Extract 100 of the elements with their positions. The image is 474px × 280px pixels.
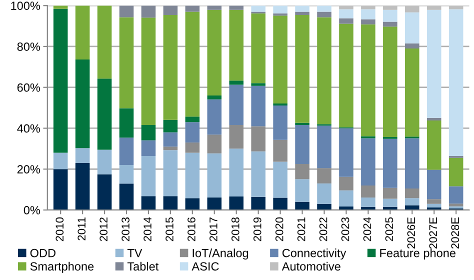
bar bbox=[317, 12, 332, 18]
bar bbox=[426, 204, 442, 208]
legend-label: ODD bbox=[30, 248, 56, 258]
bar bbox=[361, 6, 376, 10]
bar bbox=[229, 84, 244, 125]
x-tick-label: 2010 bbox=[56, 217, 64, 242]
bar bbox=[426, 120, 442, 170]
bar bbox=[339, 176, 354, 190]
bar bbox=[53, 152, 68, 170]
bar bbox=[295, 12, 310, 15]
bar bbox=[339, 128, 354, 177]
bar bbox=[448, 204, 464, 206]
bar bbox=[448, 6, 464, 10]
bar bbox=[53, 8, 68, 153]
bar bbox=[163, 150, 178, 196]
bar bbox=[207, 134, 222, 154]
bar bbox=[119, 108, 134, 138]
bar bbox=[383, 198, 398, 207]
bar bbox=[185, 116, 200, 122]
bar bbox=[75, 6, 90, 60]
x-tick-label: 2026E bbox=[407, 217, 416, 249]
legend-label: Smartphone bbox=[30, 262, 94, 273]
bar bbox=[141, 18, 156, 125]
bar bbox=[207, 10, 222, 96]
y-tick-label: 40% bbox=[17, 124, 40, 133]
bar bbox=[163, 196, 178, 210]
bar bbox=[317, 168, 332, 184]
bar bbox=[141, 6, 156, 18]
bar bbox=[207, 6, 222, 10]
x-tick-label: 2014 bbox=[144, 217, 152, 242]
bar bbox=[207, 153, 222, 198]
x-tick-label: 2022 bbox=[319, 218, 328, 242]
bar bbox=[361, 24, 376, 136]
bar bbox=[141, 140, 156, 156]
bar bbox=[251, 151, 266, 197]
bar bbox=[383, 138, 398, 188]
bar bbox=[339, 24, 354, 128]
x-tick-label: 2017 bbox=[210, 218, 218, 242]
x-tick-label: 2021 bbox=[297, 217, 306, 242]
bar bbox=[339, 6, 354, 10]
bar bbox=[229, 80, 244, 85]
bar bbox=[185, 198, 200, 210]
x-tick-label: 2023 bbox=[341, 217, 350, 242]
bar bbox=[273, 140, 288, 162]
bar bbox=[448, 158, 464, 186]
bar bbox=[361, 138, 376, 186]
bar bbox=[361, 198, 376, 207]
bar bbox=[119, 165, 134, 184]
bar bbox=[448, 9, 464, 156]
x-tick-label: 2027E bbox=[429, 217, 438, 249]
bar bbox=[339, 9, 354, 18]
x-tick-label: 2024 bbox=[363, 217, 372, 242]
y-tick-label: 80% bbox=[17, 42, 40, 51]
y-tick-label: 60% bbox=[17, 83, 40, 92]
bar bbox=[383, 6, 398, 10]
bar bbox=[273, 162, 288, 198]
bar bbox=[97, 6, 112, 79]
bar bbox=[404, 138, 420, 189]
bar bbox=[97, 78, 112, 150]
bar bbox=[361, 19, 376, 24]
bar bbox=[119, 6, 134, 18]
bar bbox=[53, 169, 68, 210]
x-tick-label: 2016 bbox=[188, 217, 196, 242]
legend-label: Tablet bbox=[127, 262, 159, 271]
bar bbox=[229, 6, 244, 10]
bar bbox=[97, 174, 112, 210]
bar bbox=[53, 6, 68, 9]
x-tick-label: 2028E bbox=[451, 217, 460, 249]
bar bbox=[404, 198, 420, 206]
y-tick-label: 0% bbox=[24, 206, 40, 214]
x-tick-label: 2012 bbox=[100, 218, 108, 242]
bar bbox=[404, 6, 420, 12]
bar bbox=[119, 138, 134, 166]
bar bbox=[426, 170, 442, 200]
bar bbox=[251, 86, 266, 126]
bar bbox=[383, 22, 398, 27]
bar bbox=[185, 122, 200, 143]
x-tick-label: 2025 bbox=[385, 217, 394, 242]
bar bbox=[251, 6, 266, 12]
bar bbox=[383, 10, 398, 22]
bar bbox=[404, 43, 420, 49]
bar bbox=[317, 183, 332, 204]
bar bbox=[163, 120, 178, 132]
bar bbox=[163, 15, 178, 120]
bar bbox=[141, 156, 156, 196]
bar bbox=[229, 196, 244, 210]
bar bbox=[119, 184, 134, 210]
bar bbox=[75, 148, 90, 163]
bar bbox=[383, 188, 398, 199]
bar bbox=[273, 13, 288, 16]
bar bbox=[295, 164, 310, 180]
bar bbox=[339, 190, 354, 207]
bar bbox=[273, 16, 288, 104]
bar bbox=[361, 185, 376, 198]
bar bbox=[163, 146, 178, 150]
bar bbox=[207, 96, 222, 100]
bar bbox=[185, 12, 200, 117]
bar bbox=[295, 6, 310, 12]
bar bbox=[273, 106, 288, 140]
bar bbox=[383, 26, 398, 138]
